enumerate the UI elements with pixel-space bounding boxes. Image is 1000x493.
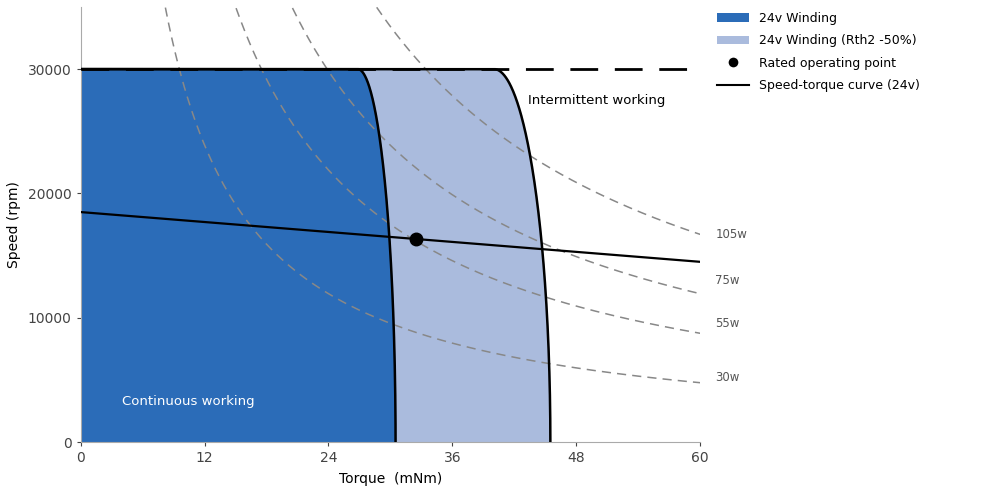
Text: 55w: 55w: [715, 317, 740, 330]
Text: 30w: 30w: [715, 371, 740, 384]
X-axis label: Torque  (mNm): Torque (mNm): [339, 472, 442, 486]
Text: Intermittent working: Intermittent working: [528, 94, 665, 106]
Text: Continuous working: Continuous working: [122, 395, 255, 408]
Polygon shape: [81, 69, 396, 442]
Y-axis label: Speed (rpm): Speed (rpm): [7, 181, 21, 268]
Text: 75w: 75w: [715, 274, 740, 287]
Text: 105w: 105w: [715, 228, 747, 241]
Polygon shape: [81, 69, 550, 442]
Legend: 24v Winding, 24v Winding (Rth2 -50%), Rated operating point, Speed-torque curve : 24v Winding, 24v Winding (Rth2 -50%), Ra…: [712, 7, 925, 97]
